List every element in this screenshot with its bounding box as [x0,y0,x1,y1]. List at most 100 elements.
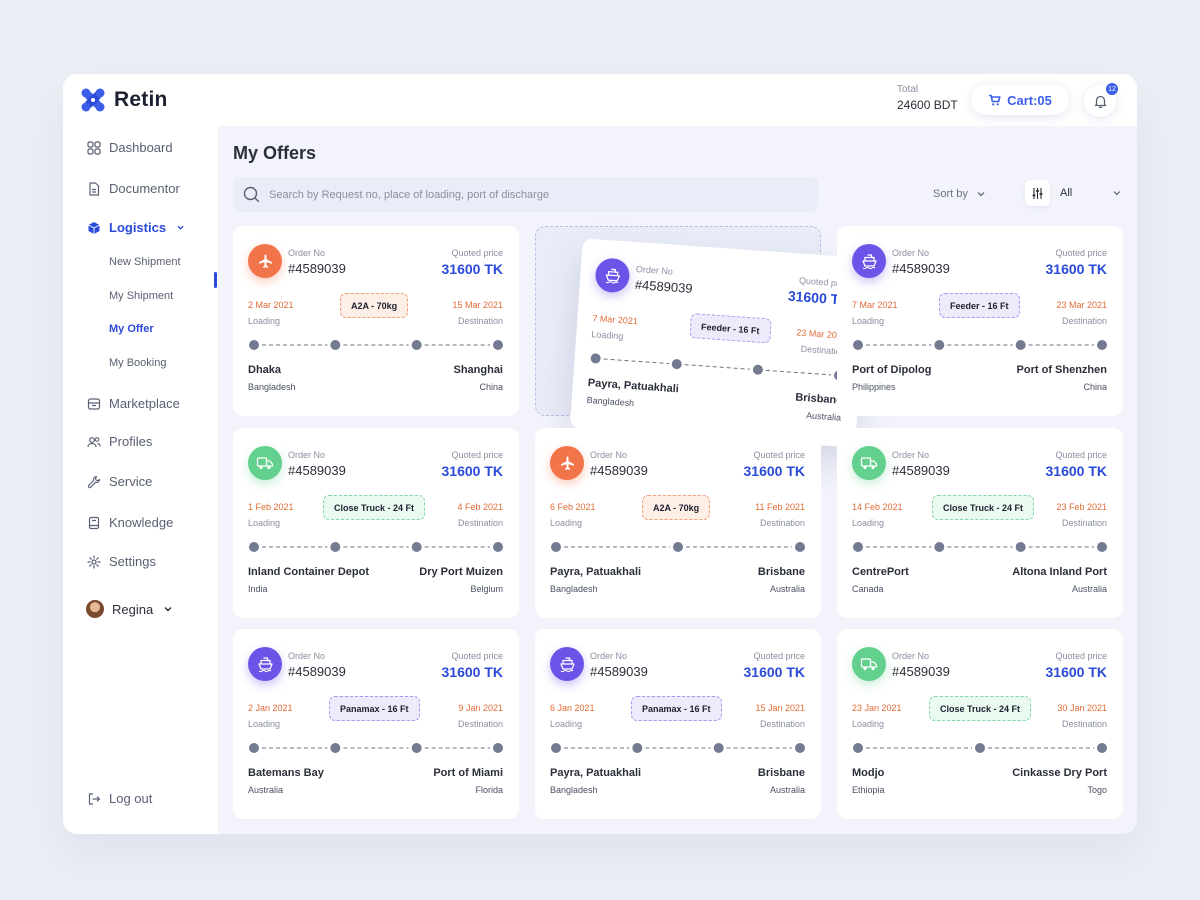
user-menu[interactable]: Regina [86,600,173,618]
cart-button[interactable]: Cart:05 [971,85,1069,115]
brand-logo[interactable]: Retin [80,87,168,113]
route-line [249,340,503,350]
ship-icon [559,656,575,672]
sidebar-sub-my-offer[interactable]: My Offer [109,323,154,335]
sidebar-item-knowledge[interactable]: Knowledge [87,515,173,530]
order-number: #4589039 [892,664,950,679]
origin-country: Australia [248,785,284,795]
sort-dropdown[interactable]: Sort by [933,188,986,200]
cart-label: Cart:05 [1007,92,1052,108]
document-icon [89,181,100,196]
offer-card[interactable]: Order No #4589039 Quoted price 31600 TK 14 F… [837,428,1123,618]
loading-date: 14 Feb 2021 [852,502,903,512]
destination-country: Florida [475,785,503,795]
destination-city: Brisbane [794,391,843,407]
chevron-down-icon [1113,191,1121,196]
origin-country: Bangladesh [248,382,296,392]
transport-icon [248,647,282,681]
route-stop [1015,542,1026,552]
logout-button[interactable]: Log out [87,791,152,806]
route-stop [853,542,863,552]
loading-label: Loading [852,316,885,326]
loading-date: 7 Mar 2021 [592,313,639,327]
origin-city: Port of Dipolog [852,364,932,376]
loading-date: 6 Feb 2021 [550,502,596,512]
user-name: Regina [112,601,154,617]
cargo-tag: A2A - 70kg [340,293,409,318]
origin-country: Canada [852,584,884,594]
ship-icon [257,656,273,672]
offer-card[interactable]: Order No #4589039 Quoted price 31600 TK 6 Fe… [535,428,821,618]
route-stop [330,340,341,350]
origin-city: Payra, Patuakhali [587,376,680,396]
offer-card[interactable]: Order No #4589039 Quoted price 31600 TK 2 Ja… [233,629,519,819]
cargo-tag: Close Truck - 24 Ft [323,495,426,520]
offer-card[interactable]: Order No #4589039 Quoted price 31600 TK 23 J… [837,629,1123,819]
loading-date: 23 Jan 2021 [852,703,902,713]
logout-label: Log out [109,791,153,806]
route-line [853,542,1107,552]
cart-total: Total 24600 BDT [897,84,958,112]
sidebar-item-label: Marketplace [109,396,180,411]
logout-icon [88,792,101,805]
sidebar-item-settings[interactable]: Settings [87,554,156,569]
transport-icon [248,244,282,278]
chevron-down-icon [977,192,985,197]
search-input[interactable] [269,188,809,201]
destination-country: China [479,382,503,392]
sidebar-item-service[interactable]: Service [87,474,152,489]
filter-dropdown[interactable]: All [1025,178,1122,208]
notification-button[interactable]: 12 [1084,82,1119,117]
truck-icon [860,658,878,671]
quoted-price: 31600 TK [1045,261,1107,277]
destination-country: Togo [1087,785,1107,795]
sidebar-item-logistics[interactable]: Logistics [87,220,185,235]
origin-country: Philippines [852,382,896,392]
users-icon [87,436,101,447]
destination-label: Destination [759,719,805,729]
brand-name: Retin [114,88,168,111]
offer-card[interactable]: Order No #4589039 Quoted price 31600 TK 6 Ja… [535,629,821,819]
search-bar [233,177,818,212]
loading-label: Loading [248,316,281,326]
origin-city: Batemans Bay [248,767,324,779]
route-stop [853,743,863,753]
box-icon [88,221,100,234]
order-number: #4589039 [892,463,950,478]
offer-card[interactable]: Order No #4589039 Quoted price 31600 TK 1 Fe… [233,428,519,618]
truck-icon [256,457,274,470]
offer-card[interactable]: Order No #4589039 Quoted price 31600 TK 7 Ma… [569,238,869,448]
notification-badge: 12 [1105,82,1119,96]
sort-label: Sort by [933,188,968,200]
destination-label: Destination [457,316,503,326]
offer-card[interactable]: Order No #4589039 Quoted price 31600 TK 7 Ma… [837,226,1123,416]
order-label: Order No [892,248,930,258]
sidebar-item-documentor[interactable]: Documentor [87,181,180,196]
route-stop [673,542,683,552]
sidebar-sub-my-shipment[interactable]: My Shipment [109,290,174,302]
destination-country: Belgium [470,584,503,594]
route-stop [713,743,724,753]
sidebar-item-dashboard[interactable]: Dashboard [87,140,173,155]
loading-date: 7 Mar 2021 [852,300,898,310]
route-stop [795,743,805,753]
origin-city: Dhaka [248,364,282,376]
route-stop [752,364,763,375]
destination-country: China [1083,382,1107,392]
destination-city: Shanghai [453,364,503,376]
book-icon [88,516,100,529]
sidebar-item-label: Logistics [109,220,167,235]
sidebar-sub-new-shipment[interactable]: New Shipment [109,256,181,268]
route-stop [249,542,259,552]
origin-city: Payra, Patuakhali [550,767,642,779]
cargo-tag: Feeder - 16 Ft [939,293,1020,318]
origin-city: CentrePort [852,566,909,578]
sidebar-item-marketplace[interactable]: Marketplace [87,396,180,411]
quoted-price: 31600 TK [1045,463,1107,479]
destination-date: 23 Feb 2021 [1056,502,1107,512]
offer-card[interactable]: Order No #4589039 Quoted price 31600 TK 2 Ma… [233,226,519,416]
loading-date: 2 Mar 2021 [248,300,294,310]
sidebar-item-profiles[interactable]: Profiles [87,434,152,449]
sidebar-sub-my-booking[interactable]: My Booking [109,357,167,369]
chevron-down-icon [164,607,172,612]
